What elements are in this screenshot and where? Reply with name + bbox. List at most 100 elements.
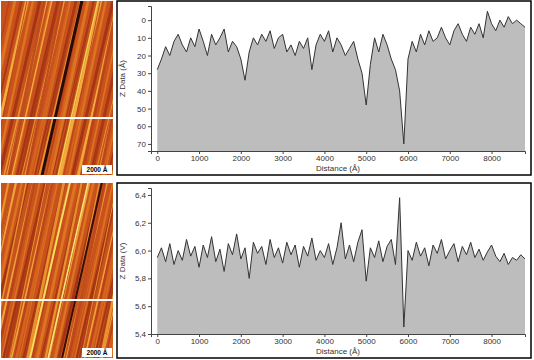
y-axis-title: Z Data (V): [118, 242, 127, 279]
y-tick: 50: [137, 105, 151, 114]
y-tick-mark: [148, 56, 151, 57]
image-streak: [76, 1, 113, 175]
x-tick: 7000: [441, 334, 459, 346]
y-axis: 5,4 5,6 5,8 6,0 6,2 6,4: [135, 189, 152, 340]
x-tick: 0: [156, 334, 161, 346]
y-tick-mark: [148, 223, 151, 224]
x-axis-title: Distance (Å): [316, 347, 360, 356]
figure: 2000 Å0100020003000400050006000700080000…: [0, 0, 534, 360]
y-tick-mark: [148, 20, 151, 21]
image-streak: [78, 1, 113, 175]
y-tick: 6,0: [135, 247, 151, 256]
image-streak: [57, 1, 99, 175]
x-tick-label: 5000: [358, 337, 376, 346]
x-tick: 0: [156, 151, 161, 163]
y-tick-mark: [148, 306, 151, 307]
scale-bar: [82, 165, 112, 174]
y-tick: 0: [142, 16, 151, 25]
x-tick-label: 1000: [191, 337, 209, 346]
y-tick: 6,2: [135, 219, 151, 228]
x-tick: 2000: [232, 151, 250, 163]
image-streak: [112, 1, 113, 175]
profile-line: [157, 198, 525, 327]
image-texture: [1, 1, 113, 175]
marks: [157, 198, 525, 334]
x-tick: 3000: [274, 334, 292, 346]
y-tick: 60: [137, 122, 151, 131]
image-streak: [110, 1, 113, 175]
y-tick-mark: [148, 109, 151, 110]
x-tick-label: 5000: [358, 154, 376, 163]
y-tick-mark: [148, 38, 151, 39]
y-tick: 10: [137, 34, 151, 43]
y-tick-mark: [148, 91, 151, 92]
image-streak: [97, 183, 113, 358]
x-tick: 1000: [191, 151, 209, 163]
x-axis-title: Distance (Å): [316, 164, 360, 173]
x-tick-label: 0: [156, 154, 161, 163]
x-tick-label: 4000: [316, 337, 334, 346]
x-tick: 8000: [483, 334, 501, 346]
x-tick: 3000: [274, 151, 292, 163]
y-tick: 40: [137, 87, 151, 96]
image-streak: [99, 1, 113, 175]
image-texture: [1, 183, 113, 358]
plot: 0100020003000400050006000700080000102030…: [118, 7, 526, 174]
profile-line: [157, 11, 525, 144]
y-tick-label: 5,4: [135, 330, 147, 339]
image-streak: [101, 183, 113, 358]
y-tick-label: 6,4: [135, 191, 147, 200]
image-streak: [41, 1, 83, 175]
image-streak: [2, 183, 46, 358]
profile-area: [157, 198, 525, 334]
image-streak: [106, 183, 113, 358]
y-tick: 6,4: [135, 191, 151, 200]
image-streak: [1, 1, 40, 175]
y-tick-label: 6,0: [135, 247, 147, 256]
x-tick-label: 2000: [232, 154, 250, 163]
y-tick-label: 5,8: [135, 274, 147, 283]
y-tick-label: 40: [137, 87, 146, 96]
profile-area: [157, 11, 525, 151]
x-tick-label: 6000: [400, 154, 418, 163]
y-tick-label: 50: [137, 105, 146, 114]
image-streak: [107, 1, 113, 175]
y-axis-line: [148, 7, 152, 152]
x-axis: 010002000300040005000600070008000: [152, 151, 526, 163]
image-streak: [61, 183, 103, 358]
y-tick: 5,4: [135, 330, 151, 339]
x-tick: 4000: [316, 334, 334, 346]
image-streak: [60, 1, 101, 175]
y-tick-label: 0: [142, 16, 147, 25]
y-tick-label: 30: [137, 69, 146, 78]
y-tick-mark: [148, 278, 151, 279]
y-tick-mark: [148, 251, 151, 252]
y-tick-label: 6,2: [135, 219, 147, 228]
x-tick-label: 8000: [483, 154, 501, 163]
x-tick-label: 0: [156, 337, 161, 346]
image-streak: [6, 183, 47, 358]
scale-bar-label: 2000 Å: [87, 348, 108, 356]
image-streak: [29, 183, 71, 358]
profile-line: [1, 117, 113, 119]
y-tick-label: 5,6: [135, 302, 147, 311]
y-tick-label: 70: [137, 140, 146, 149]
scale-bar: [82, 348, 112, 357]
x-tick-label: 1000: [191, 154, 209, 163]
plot: 0100020003000400050006000700080005,45,65…: [118, 189, 526, 357]
image-streak: [11, 1, 53, 175]
chart-panel: 0100020003000400050006000700080000102030…: [117, 1, 531, 175]
y-tick: 30: [137, 69, 151, 78]
x-tick-label: 7000: [441, 154, 459, 163]
x-axis: 0 1000 2000 3000 4000 5000 6000 7000 8000: [152, 334, 526, 346]
x-tick: 1000: [191, 334, 209, 346]
x-tick-label: 3000: [274, 337, 292, 346]
x-tick: 6000: [400, 334, 418, 346]
y-tick-mark: [148, 126, 151, 127]
image-streak: [105, 183, 113, 358]
x-tick-label: 7000: [441, 337, 459, 346]
image-streak: [102, 1, 113, 175]
image-streak: [27, 183, 65, 358]
x-tick-label: 2000: [232, 337, 250, 346]
y-tick-label: 10: [137, 34, 146, 43]
